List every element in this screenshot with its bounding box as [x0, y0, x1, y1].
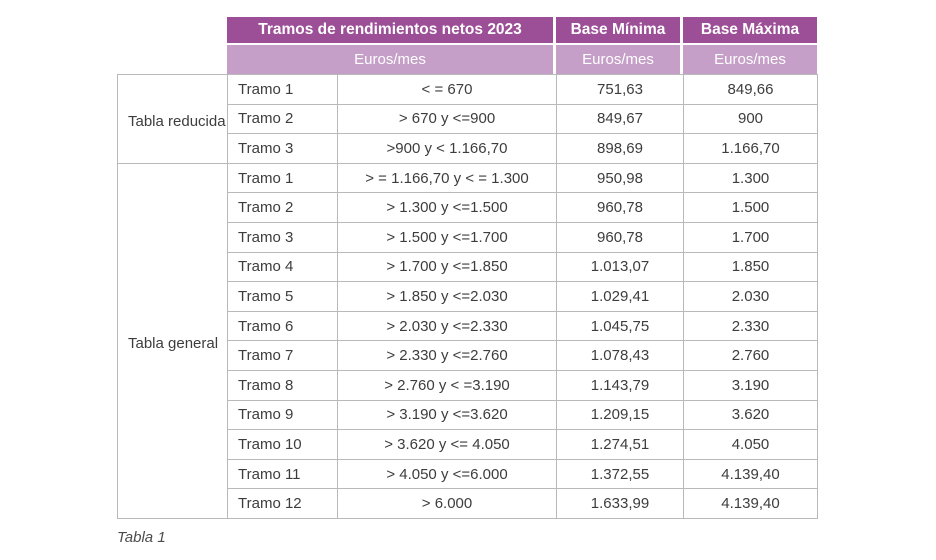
table-row: Tramo 7 > 2.330 y <=2.760 1.078,43 2.760 — [118, 340, 818, 371]
base-min-cell: 1.274,51 — [556, 429, 684, 460]
header-unit-base-maxima: Euros/mes — [683, 45, 817, 74]
tramo-cell: Tramo 2 — [227, 103, 338, 135]
base-max-cell: 849,66 — [683, 74, 818, 105]
contribution-brackets-table: Tramos de rendimientos netos 2023 Base M… — [117, 17, 818, 546]
base-max-cell: 1.700 — [683, 221, 818, 253]
table-row: Tramo 9 > 3.190 y <=3.620 1.209,15 3.620 — [118, 399, 818, 431]
base-min-cell: 1.633,99 — [556, 488, 684, 519]
base-min-cell: 849,67 — [556, 103, 684, 135]
tramo-cell: Tramo 6 — [227, 310, 338, 342]
tramo-cell: Tramo 10 — [227, 429, 338, 460]
tramo-cell: Tramo 11 — [227, 458, 338, 490]
base-max-cell: 2.760 — [683, 340, 818, 371]
base-max-cell: 900 — [683, 103, 818, 135]
tramo-cell: Tramo 12 — [227, 488, 338, 519]
range-cell: >900 y < 1.166,70 — [337, 133, 557, 164]
tramo-cell: Tramo 4 — [227, 251, 338, 283]
header-unit-tramos: Euros/mes — [227, 45, 556, 74]
table-row: Tabla general Tramo 1 > = 1.166,70 y < =… — [117, 162, 818, 519]
header-base-minima-title: Base Mínima — [556, 17, 683, 45]
range-cell: > 3.190 y <=3.620 — [337, 399, 557, 431]
base-max-cell: 4.139,40 — [683, 458, 818, 490]
base-min-cell: 1.013,07 — [556, 251, 684, 283]
range-cell: > 1.700 y <=1.850 — [337, 251, 557, 283]
group-tabla-reducida: Tabla reducida Tramo 1 < = 670 751,63 84… — [117, 74, 818, 164]
header-base-maxima-title: Base Máxima — [683, 17, 817, 45]
base-max-cell: 1.500 — [683, 192, 818, 223]
group-label: Tabla reducida — [117, 74, 228, 164]
base-min-cell: 1.143,79 — [556, 369, 684, 401]
base-min-cell: 950,98 — [556, 162, 684, 194]
range-cell: > 6.000 — [337, 488, 557, 519]
base-min-cell: 960,78 — [556, 192, 684, 223]
base-max-cell: 1.300 — [683, 162, 818, 194]
base-min-cell: 1.372,55 — [556, 458, 684, 490]
range-cell: < = 670 — [337, 74, 557, 105]
tramo-cell: Tramo 3 — [227, 133, 338, 164]
table-header: Tramos de rendimientos netos 2023 Base M… — [117, 17, 817, 74]
header-unit-base-minima: Euros/mes — [556, 45, 683, 74]
range-cell: > 670 y <=900 — [337, 103, 557, 135]
table-row: Tramo 4 > 1.700 y <=1.850 1.013,07 1.850 — [118, 251, 818, 283]
range-cell: > 1.300 y <=1.500 — [337, 192, 557, 223]
range-cell: > 2.030 y <=2.330 — [337, 310, 557, 342]
range-cell: > 3.620 y <= 4.050 — [337, 429, 557, 460]
base-min-cell: 1.078,43 — [556, 340, 684, 371]
base-max-cell: 3.190 — [683, 369, 818, 401]
base-max-cell: 2.030 — [683, 281, 818, 312]
table-row: Tramo 12 > 6.000 1.633,99 4.139,40 — [118, 488, 818, 519]
table-row: Tramo 2 > 1.300 y <=1.500 960,78 1.500 — [118, 192, 818, 223]
range-cell: > 2.760 y < =3.190 — [337, 369, 557, 401]
range-cell: > = 1.166,70 y < = 1.300 — [337, 162, 557, 194]
base-min-cell: 751,63 — [556, 74, 684, 105]
header-tramos-title: Tramos de rendimientos netos 2023 — [227, 17, 556, 45]
base-min-cell: 1.209,15 — [556, 399, 684, 431]
table-caption: Tabla 1 — [117, 528, 166, 546]
range-cell: > 1.850 y <=2.030 — [337, 281, 557, 312]
table-row: Tramo 3 > 1.500 y <=1.700 960,78 1.700 — [118, 221, 818, 253]
tramo-cell: Tramo 8 — [227, 369, 338, 401]
table-row: Tramo 2 > 670 y <=900 849,67 900 — [118, 103, 818, 135]
base-max-cell: 2.330 — [683, 310, 818, 342]
table-row: Tramo 8 > 2.760 y < =3.190 1.143,79 3.19… — [118, 369, 818, 401]
base-max-cell: 1.166,70 — [683, 133, 818, 164]
data-table: Tabla reducida Tramo 1 < = 670 751,63 84… — [117, 74, 818, 519]
range-cell: > 2.330 y <=2.760 — [337, 340, 557, 371]
tramo-cell: Tramo 9 — [227, 399, 338, 431]
tramo-cell: Tramo 1 — [227, 74, 338, 105]
tramo-cell: Tramo 5 — [227, 281, 338, 312]
base-max-cell: 1.850 — [683, 251, 818, 283]
base-max-cell: 3.620 — [683, 399, 818, 431]
tramo-cell: Tramo 7 — [227, 340, 338, 371]
table-row: Tramo 3 >900 y < 1.166,70 898,69 1.166,7… — [118, 133, 818, 164]
range-cell: > 1.500 y <=1.700 — [337, 221, 557, 253]
table-row: Tabla reducida Tramo 1 < = 670 751,63 84… — [117, 74, 818, 164]
base-min-cell: 1.045,75 — [556, 310, 684, 342]
base-min-cell: 1.029,41 — [556, 281, 684, 312]
base-min-cell: 960,78 — [556, 221, 684, 253]
group-label: Tabla general — [117, 162, 228, 519]
group-tabla-general: Tabla general Tramo 1 > = 1.166,70 y < =… — [117, 162, 818, 519]
tramo-cell: Tramo 2 — [227, 192, 338, 223]
tramo-cell: Tramo 3 — [227, 221, 338, 253]
header-blank-cell — [117, 17, 227, 45]
base-max-cell: 4.050 — [683, 429, 818, 460]
table-row: Tramo 6 > 2.030 y <=2.330 1.045,75 2.330 — [118, 310, 818, 342]
base-min-cell: 898,69 — [556, 133, 684, 164]
base-max-cell: 4.139,40 — [683, 488, 818, 519]
table-row: Tramo 11 > 4.050 y <=6.000 1.372,55 4.13… — [118, 458, 818, 490]
table-row: Tramo 5 > 1.850 y <=2.030 1.029,41 2.030 — [118, 281, 818, 312]
header-blank-cell — [117, 45, 227, 74]
range-cell: > 4.050 y <=6.000 — [337, 458, 557, 490]
tramo-cell: Tramo 1 — [227, 162, 338, 194]
